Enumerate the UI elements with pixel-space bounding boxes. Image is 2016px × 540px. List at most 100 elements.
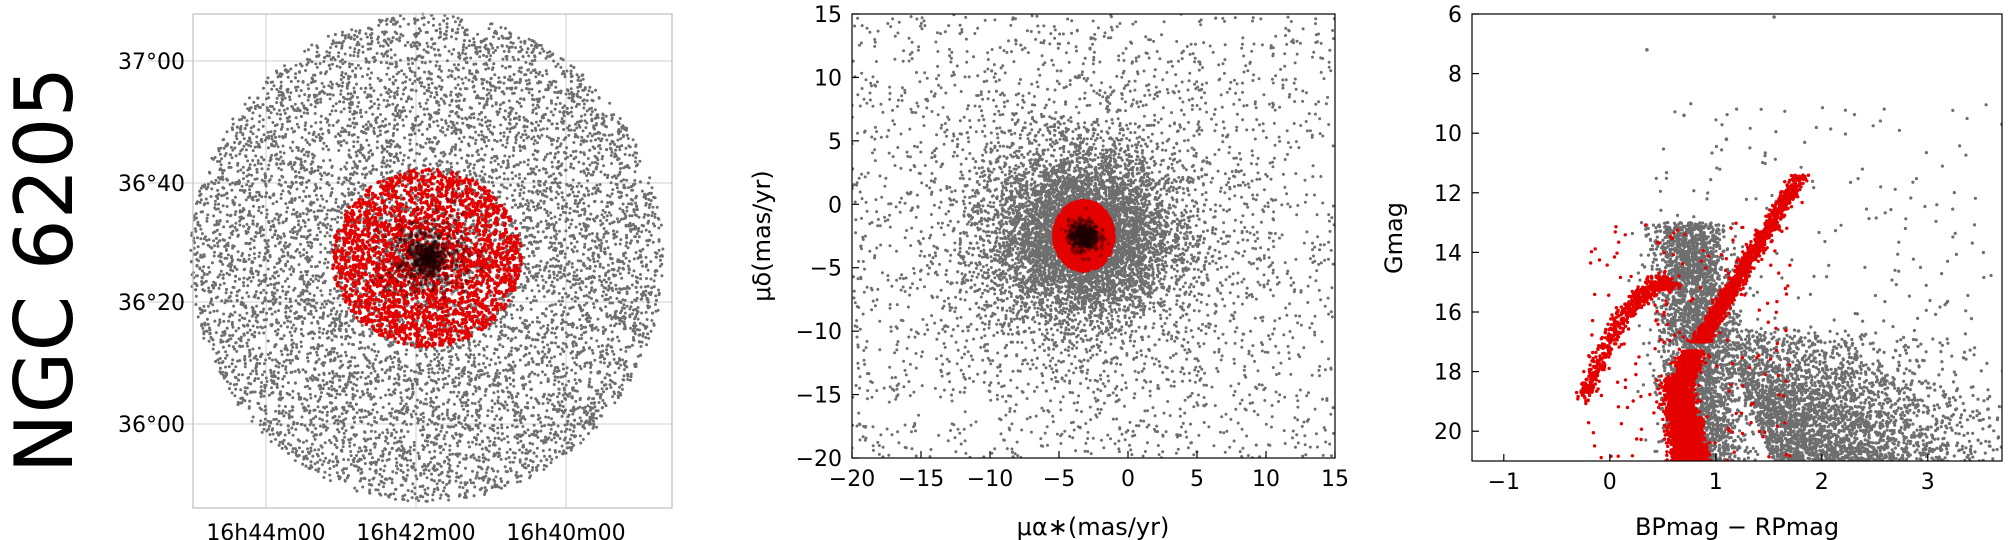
sky-field-star xyxy=(273,329,277,333)
sky-field-star xyxy=(585,174,589,177)
sky-field-star xyxy=(498,103,502,107)
sky-field-star xyxy=(305,251,309,255)
sky-field-star xyxy=(437,479,441,483)
sky-field-star xyxy=(395,381,398,385)
sky-field-star xyxy=(523,405,527,409)
sky-field-star xyxy=(318,458,322,462)
sky-field-star xyxy=(408,109,412,113)
sky-field-star xyxy=(585,99,589,103)
sky-field-star xyxy=(538,70,542,74)
sky-field-star xyxy=(554,430,558,434)
sky-field-star xyxy=(557,259,561,263)
sky-field-star xyxy=(531,460,535,464)
sky-field-star xyxy=(558,217,562,221)
sky-field-star xyxy=(457,75,461,79)
sky-field-star xyxy=(240,117,244,121)
sky-field-star xyxy=(279,192,283,196)
sky-field-star xyxy=(601,154,605,158)
sky-field-star xyxy=(248,163,252,167)
sky-field-star xyxy=(266,167,270,171)
sky-field-star xyxy=(569,75,573,79)
sky-field-star xyxy=(590,232,594,235)
sky-field-star xyxy=(554,258,558,262)
sky-field-star xyxy=(238,318,241,322)
sky-field-star xyxy=(483,365,487,369)
sky-field-star xyxy=(485,345,489,349)
sky-field-star xyxy=(456,464,460,468)
sky-field-star xyxy=(461,45,465,49)
sky-field-star xyxy=(222,169,226,172)
sky-field-star xyxy=(530,93,534,97)
sky-field-star xyxy=(555,139,559,143)
sky-field-star xyxy=(388,476,392,480)
sky-field-star xyxy=(556,62,560,66)
sky-field-star xyxy=(385,150,389,153)
sky-field-star xyxy=(427,371,431,375)
sky-field-star xyxy=(562,310,566,314)
sky-field-star xyxy=(548,360,552,363)
sky-field-star xyxy=(435,119,439,123)
sky-field-star xyxy=(619,348,623,352)
sky-field-star xyxy=(279,430,283,434)
sky-field-star xyxy=(541,127,545,131)
sky-field-star xyxy=(527,330,531,334)
sky-field-star xyxy=(647,206,651,209)
sky-field-star xyxy=(214,178,218,182)
sky-field-star xyxy=(342,107,346,111)
sky-field-star xyxy=(592,276,596,280)
sky-field-star xyxy=(231,148,235,152)
sky-field-star xyxy=(535,165,539,169)
sky-field-star xyxy=(267,424,271,428)
sky-field-star xyxy=(328,67,332,71)
sky-field-star xyxy=(332,465,336,468)
sky-field-star xyxy=(340,412,344,416)
sky-field-star xyxy=(361,50,365,54)
sky-field-star xyxy=(395,90,399,93)
sky-field-star xyxy=(419,105,423,109)
sky-field-star xyxy=(347,324,351,328)
sky-field-star xyxy=(413,71,417,75)
sky-field-star xyxy=(641,334,645,338)
sky-field-star xyxy=(305,427,309,431)
sky-field-star xyxy=(344,328,348,332)
sky-field-star xyxy=(399,436,402,440)
sky-field-star xyxy=(576,85,580,89)
sky-field-star xyxy=(221,171,225,175)
sky-field-star xyxy=(347,255,351,259)
sky-field-star xyxy=(493,73,497,77)
sky-field-star xyxy=(251,347,255,351)
sky-field-star xyxy=(541,324,545,328)
sky-field-star xyxy=(320,81,324,85)
sky-field-star xyxy=(496,469,500,473)
sky-field-star xyxy=(364,131,368,135)
sky-field-star xyxy=(443,101,447,105)
sky-field-star xyxy=(326,250,330,254)
sky-field-star xyxy=(277,309,281,313)
sky-field-star xyxy=(445,29,448,33)
sky-field-star xyxy=(318,326,322,330)
sky-field-star xyxy=(199,227,203,231)
sky-field-star xyxy=(243,357,247,361)
sky-field-star xyxy=(478,174,482,178)
sky-field-star xyxy=(468,172,472,176)
sky-field-star xyxy=(462,407,466,411)
sky-field-star xyxy=(246,344,249,348)
sky-field-star xyxy=(600,387,604,391)
sky-field-star xyxy=(430,140,434,144)
sky-field-star xyxy=(519,439,523,443)
sky-field-star xyxy=(235,294,239,298)
sky-field-star xyxy=(514,174,518,178)
sky-field-star xyxy=(242,276,246,280)
sky-field-star xyxy=(293,459,297,463)
sky-field-star xyxy=(284,371,288,375)
sky-field-star xyxy=(374,436,378,440)
sky-field-star xyxy=(482,53,486,57)
sky-field-star xyxy=(369,437,373,441)
sky-field-star xyxy=(572,209,576,213)
sky-field-star xyxy=(300,136,304,140)
sky-field-star xyxy=(266,267,270,271)
sky-field-star xyxy=(401,118,405,122)
sky-field-star xyxy=(596,317,600,321)
sky-field-star xyxy=(508,118,512,122)
sky-field-star xyxy=(277,274,280,278)
